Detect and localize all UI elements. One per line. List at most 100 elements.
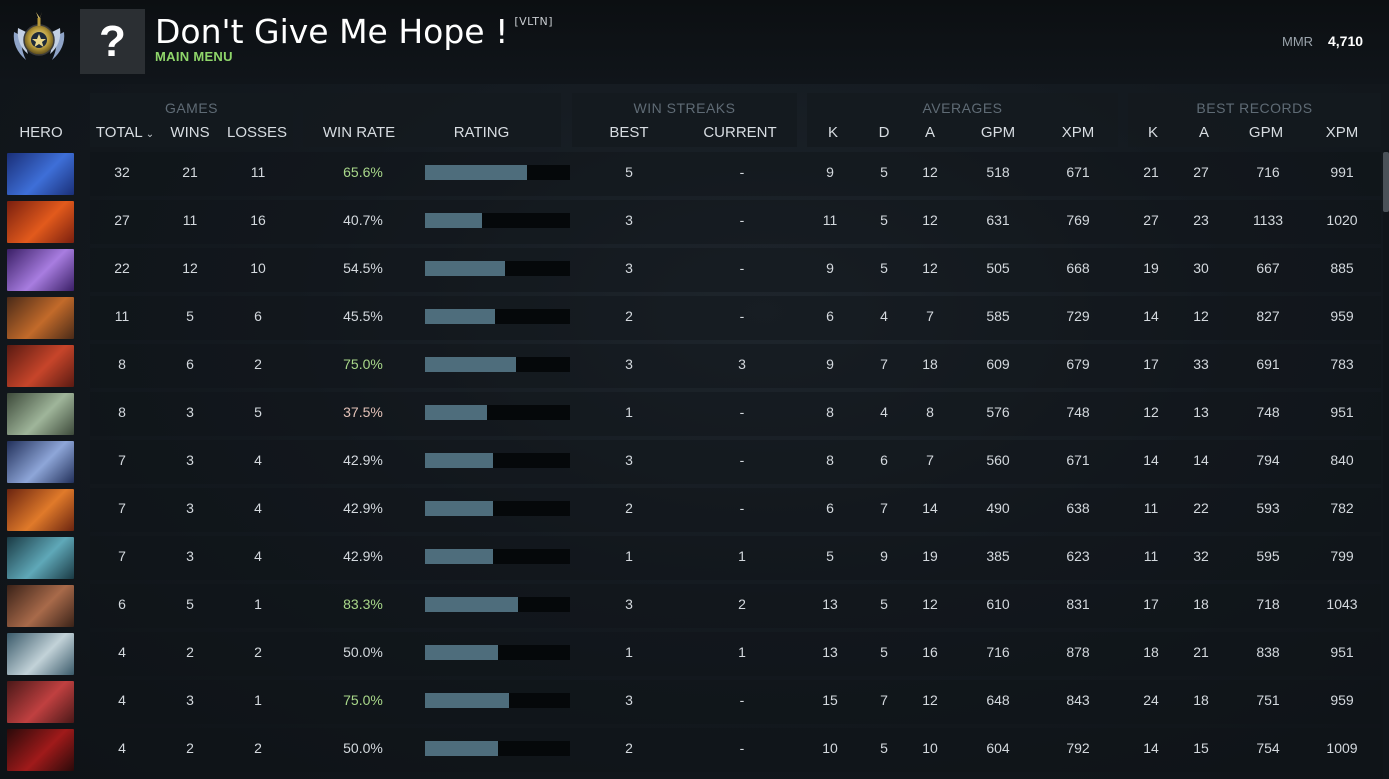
streaks-group-header (572, 93, 797, 147)
hero-portrait-icon[interactable] (7, 729, 74, 771)
hero-portrait-icon[interactable] (7, 393, 74, 435)
col-head-avg-k[interactable]: K (827, 124, 838, 141)
losses: 6 (254, 308, 262, 324)
best-kills: 21 (1143, 164, 1159, 180)
best-assists: 32 (1193, 548, 1209, 564)
table-row[interactable]: 4 3 1 75.0% 3 - 15 7 12 648 843 24 18 75… (0, 678, 1381, 726)
table-row[interactable]: 11 5 6 45.5% 2 - 6 4 7 585 729 14 12 827… (0, 294, 1381, 342)
col-head-hero[interactable]: HERO (19, 124, 63, 141)
best-assists: 14 (1193, 452, 1209, 468)
best-gpm: 838 (1256, 644, 1280, 660)
best-kills: 14 (1143, 452, 1159, 468)
hero-portrait-icon[interactable] (7, 249, 74, 291)
avg-deaths: 5 (880, 212, 888, 228)
best-records-group-title: BEST RECORDS (1196, 100, 1313, 116)
table-row[interactable]: 22 12 10 54.5% 3 - 9 5 12 505 668 19 30 … (0, 246, 1381, 294)
avg-kills: 9 (826, 356, 834, 372)
hero-portrait-icon[interactable] (7, 489, 74, 531)
avg-deaths: 5 (880, 164, 888, 180)
hero-portrait-icon[interactable] (7, 153, 74, 195)
total-games: 7 (118, 500, 126, 516)
rating-bar-fill (425, 741, 498, 756)
avatar[interactable]: ? (80, 9, 145, 74)
col-head-best-gpm[interactable]: GPM (1248, 124, 1284, 141)
col-head-total[interactable]: TOTAL ⌄ (95, 124, 155, 141)
hero-portrait-icon[interactable] (7, 297, 74, 339)
table-row[interactable]: 4 2 2 50.0% 2 - 10 5 10 604 792 14 15 75… (0, 726, 1381, 774)
row-background (90, 728, 1381, 772)
col-head-rating[interactable]: RATING (453, 124, 510, 141)
table-row[interactable]: 32 21 11 65.6% 5 - 9 5 12 518 671 21 27 … (0, 150, 1381, 198)
best-xpm: 959 (1330, 692, 1354, 708)
hero-portrait-icon[interactable] (7, 585, 74, 627)
best-kills: 14 (1143, 740, 1159, 756)
games-group-title: GAMES (164, 100, 219, 116)
col-head-win-rate[interactable]: WIN RATE (322, 124, 396, 141)
col-head-wins[interactable]: WINS (170, 124, 210, 141)
hero-portrait-icon[interactable] (7, 441, 74, 483)
col-head-best-a[interactable]: A (1198, 124, 1209, 141)
losses: 2 (254, 644, 262, 660)
best-kills: 14 (1143, 308, 1159, 324)
hero-portrait-icon[interactable] (7, 681, 74, 723)
scrollbar-track[interactable] (1383, 150, 1389, 779)
best-kills: 17 (1143, 596, 1159, 612)
row-background (90, 488, 1381, 532)
table-row[interactable]: 27 11 16 40.7% 3 - 11 5 12 631 769 27 23… (0, 198, 1381, 246)
streak-current: - (739, 212, 745, 228)
table-row[interactable]: 4 2 2 50.0% 1 1 13 5 16 716 878 18 21 83… (0, 630, 1381, 678)
best-kills: 19 (1143, 260, 1159, 276)
streak-best: 3 (625, 692, 633, 708)
col-head-avg-xpm[interactable]: XPM (1061, 124, 1095, 141)
rating-bar (425, 165, 570, 180)
best-xpm: 991 (1330, 164, 1354, 180)
hero-portrait-icon[interactable] (7, 537, 74, 579)
avg-assists: 12 (922, 164, 938, 180)
col-head-best-xpm[interactable]: XPM (1325, 124, 1359, 141)
best-gpm: 691 (1256, 356, 1280, 372)
table-row[interactable]: 7 3 4 42.9% 2 - 6 7 14 490 638 11 22 593… (0, 486, 1381, 534)
hero-portrait-icon[interactable] (7, 345, 74, 387)
col-head-avg-a[interactable]: A (924, 124, 935, 141)
table-row[interactable]: 6 5 1 83.3% 3 2 13 5 12 610 831 17 18 71… (0, 582, 1381, 630)
hero-portrait-icon[interactable] (7, 201, 74, 243)
table-row[interactable]: 8 6 2 75.0% 3 3 9 7 18 609 679 17 33 691… (0, 342, 1381, 390)
losses: 4 (254, 452, 262, 468)
table-row[interactable]: 8 3 5 37.5% 1 - 8 4 8 576 748 12 13 748 … (0, 390, 1381, 438)
col-head-losses[interactable]: LOSSES (226, 124, 288, 141)
col-head-avg-d[interactable]: D (878, 124, 890, 141)
col-head-best-k[interactable]: K (1147, 124, 1158, 141)
table-row[interactable]: 7 3 4 42.9% 3 - 8 6 7 560 671 14 14 794 … (0, 438, 1381, 486)
table-row[interactable]: 7 3 4 42.9% 1 1 5 9 19 385 623 11 32 595… (0, 534, 1381, 582)
hero-portrait-icon[interactable] (7, 633, 74, 675)
col-head-streak-best[interactable]: BEST (609, 124, 649, 141)
wins: 12 (182, 260, 198, 276)
rating-bar (425, 645, 570, 660)
rating-bar (425, 309, 570, 324)
best-gpm: 718 (1256, 596, 1280, 612)
streak-current: - (739, 740, 745, 756)
col-head-streak-current[interactable]: CURRENT (703, 124, 777, 141)
averages-group-header (807, 93, 1118, 147)
win-rate: 45.5% (343, 308, 383, 324)
wins: 3 (186, 404, 194, 420)
wins: 3 (186, 452, 194, 468)
wins: 2 (186, 740, 194, 756)
best-xpm: 1009 (1326, 740, 1358, 756)
streak-current: - (739, 260, 745, 276)
main-menu-link[interactable]: MAIN MENU (155, 49, 233, 64)
win-rate: 75.0% (343, 692, 383, 708)
best-assists: 22 (1193, 500, 1209, 516)
losses: 11 (250, 164, 266, 180)
avg-deaths: 4 (880, 308, 888, 324)
rating-bar (425, 501, 570, 516)
avg-xpm: 671 (1066, 164, 1090, 180)
averages-group-title: AVERAGES (922, 100, 1003, 116)
avg-gpm: 585 (986, 308, 1010, 324)
losses: 1 (254, 596, 262, 612)
avg-xpm: 623 (1066, 548, 1090, 564)
col-head-avg-gpm[interactable]: GPM (980, 124, 1016, 141)
scrollbar-thumb[interactable] (1383, 152, 1389, 212)
streak-current: 3 (738, 356, 746, 372)
avg-xpm: 769 (1066, 212, 1090, 228)
